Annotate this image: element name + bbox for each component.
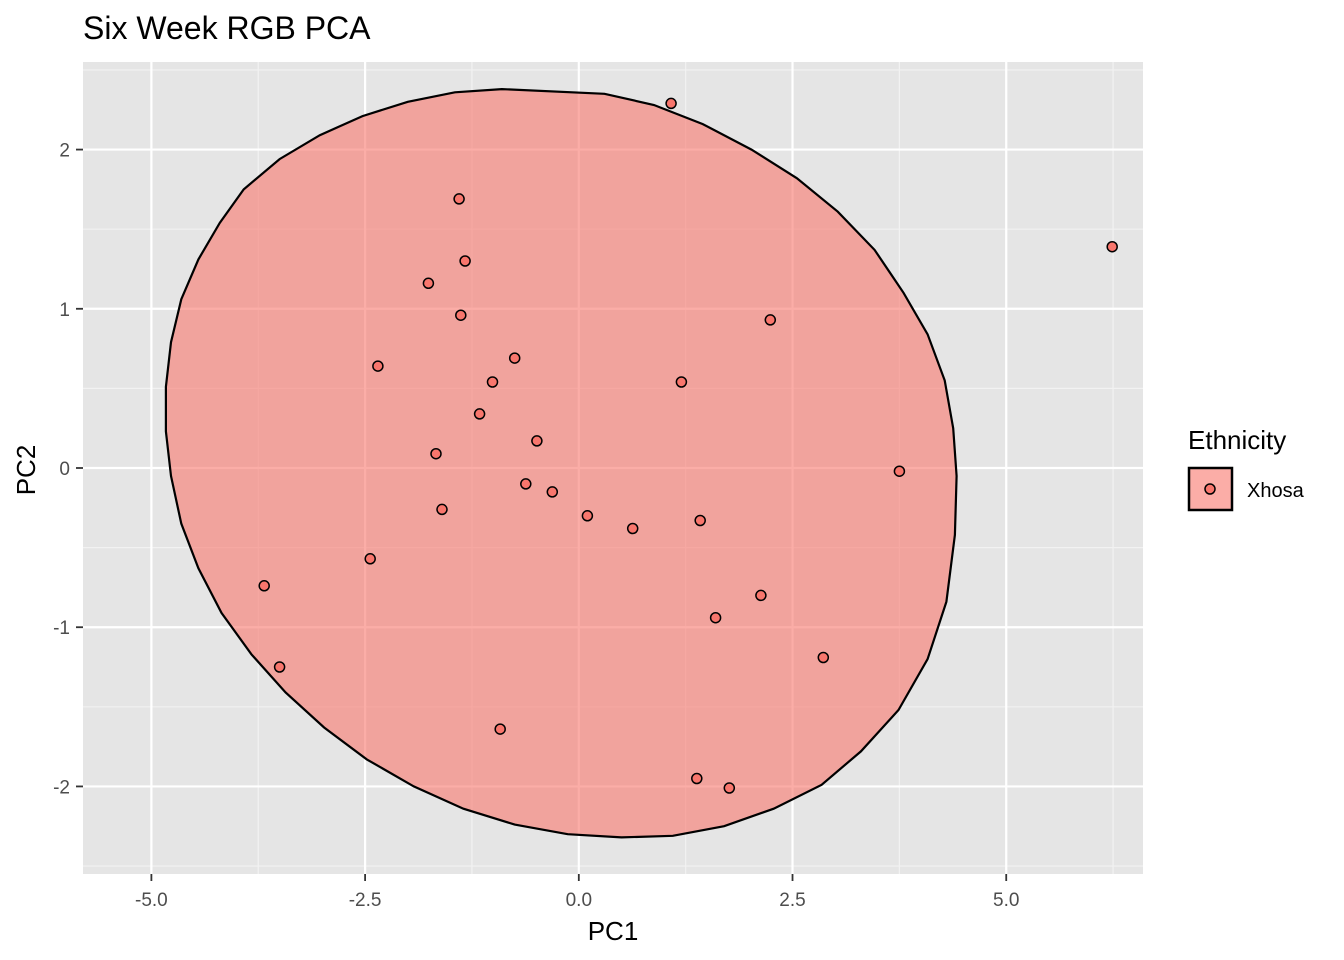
data-point-9 xyxy=(372,360,384,372)
data-point-19 xyxy=(581,510,594,522)
data-point-4 xyxy=(459,255,471,267)
data-point-23 xyxy=(258,580,270,592)
legend-title: Ethnicity xyxy=(1188,425,1286,455)
data-point-14 xyxy=(430,447,442,460)
data-point-28 xyxy=(494,723,506,735)
y-axis-ticks: -2 -1 0 1 2 xyxy=(53,141,83,798)
data-point-11 xyxy=(675,376,688,388)
data-point-8 xyxy=(508,352,521,364)
legend-point-xhosa xyxy=(1204,483,1216,495)
data-point-17 xyxy=(546,486,559,498)
y-tick-label: 0 xyxy=(59,459,70,480)
data-point-29 xyxy=(691,772,703,785)
y-tick-label: 1 xyxy=(59,300,70,321)
x-tick-label: -2.5 xyxy=(349,890,382,911)
chart-title: Six Week RGB PCA xyxy=(83,10,371,46)
data-point-3 xyxy=(453,193,465,205)
data-point-18 xyxy=(436,503,448,516)
legend-label-xhosa: Xhosa xyxy=(1247,480,1305,502)
data-point-22 xyxy=(364,553,376,565)
x-tick-label: 2.5 xyxy=(779,890,805,911)
x-tick-label: -5.0 xyxy=(135,890,168,911)
y-tick-label: -1 xyxy=(53,618,70,639)
data-point-5 xyxy=(422,277,435,290)
data-point-30 xyxy=(723,782,736,794)
data-point-10 xyxy=(486,376,499,388)
data-point-16 xyxy=(520,478,532,490)
data-points xyxy=(258,97,1118,794)
data-point-21 xyxy=(626,522,639,535)
x-axis-title: PC1 xyxy=(588,916,639,946)
data-point-27 xyxy=(273,661,286,673)
data-point-25 xyxy=(709,611,722,624)
data-point-15 xyxy=(893,465,906,477)
data-point-26 xyxy=(817,651,830,664)
x-tick-label: 0.0 xyxy=(566,890,592,911)
x-axis-ticks: -5.0 -2.5 0.0 2.5 5.0 xyxy=(135,874,1019,911)
data-point-24 xyxy=(755,589,767,602)
data-point-2 xyxy=(1106,240,1118,253)
data-point-1 xyxy=(665,97,677,110)
y-axis-title: PC2 xyxy=(11,445,41,496)
data-point-13 xyxy=(531,435,543,447)
confidence-ellipse xyxy=(164,87,958,839)
y-tick-label: -2 xyxy=(53,777,70,798)
legend: Ethnicity Xhosa xyxy=(1187,425,1305,512)
data-point-20 xyxy=(694,514,706,527)
data-point-12 xyxy=(473,408,486,420)
y-tick-label: 2 xyxy=(59,141,70,162)
data-point-7 xyxy=(764,314,777,326)
data-point-6 xyxy=(455,309,467,321)
x-tick-label: 5.0 xyxy=(993,890,1019,911)
